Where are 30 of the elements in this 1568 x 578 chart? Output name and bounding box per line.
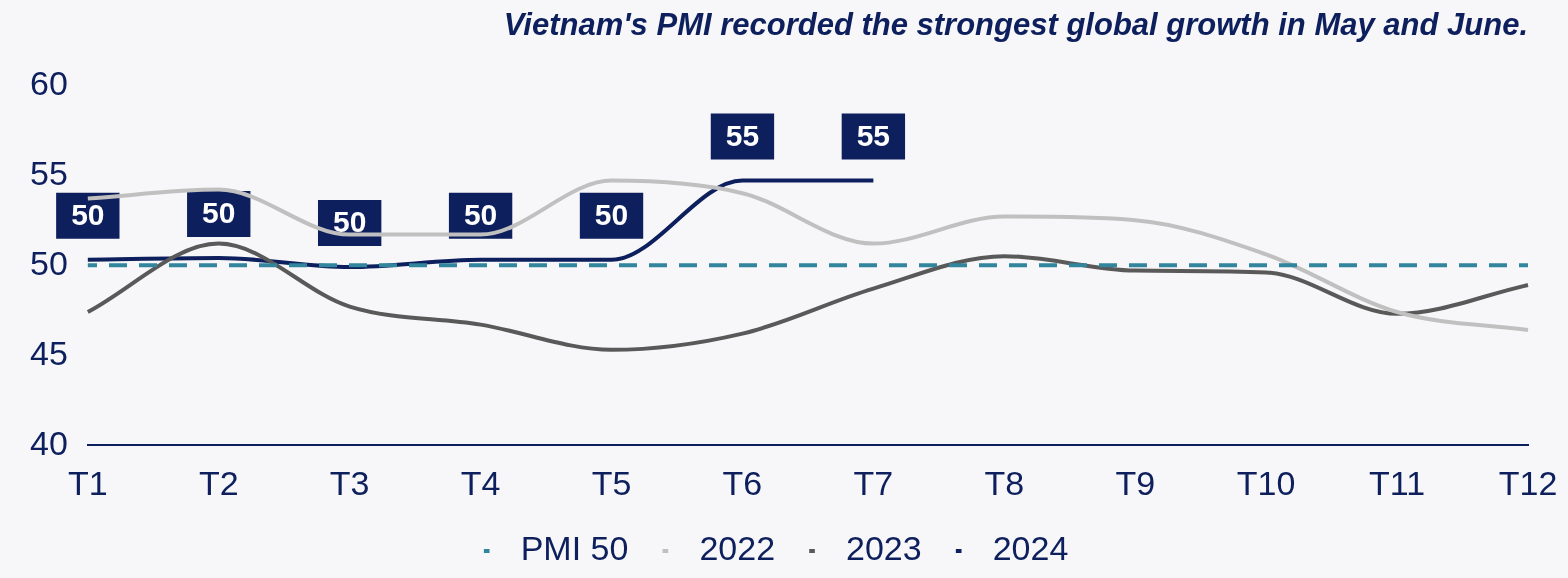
- data-label: 55: [725, 118, 760, 152]
- x-tick-label: T2: [198, 463, 239, 502]
- legend-label: 2024: [992, 529, 1069, 568]
- legend-label: 2022: [699, 529, 776, 568]
- data-label: 50: [71, 198, 105, 232]
- y-tick-label: 60: [29, 63, 68, 102]
- legend-label: 2023: [846, 529, 922, 568]
- line-series: [85, 241, 1530, 352]
- chart-title: Vietnam's PMI recorded the strongest global growth in May and June.: [503, 7, 1528, 43]
- data-label: 50: [332, 205, 367, 239]
- data-label: 50: [463, 198, 498, 232]
- data-label: 55: [856, 118, 891, 152]
- y-tick-label: 50: [29, 243, 68, 282]
- x-tick-label: T9: [1115, 463, 1156, 502]
- x-tick-label: T8: [984, 463, 1025, 502]
- data-label: 50: [594, 198, 629, 232]
- x-tick-label: T5: [591, 463, 632, 502]
- x-tick-label: T4: [460, 463, 501, 502]
- x-tick-label: T6: [722, 463, 763, 502]
- y-tick-label: 40: [29, 423, 68, 462]
- x-tick-label: T11: [1369, 463, 1426, 502]
- data-label: 50: [202, 196, 236, 230]
- x-tick-label: T7: [853, 463, 894, 502]
- x-tick-label: T1: [67, 463, 108, 502]
- y-tick-label: 55: [29, 153, 68, 192]
- x-tick-label: T3: [329, 463, 370, 502]
- x-tick-label: T12: [1498, 463, 1558, 502]
- legend-label: PMI 50: [520, 529, 629, 568]
- x-tick-label: T10: [1236, 463, 1296, 502]
- y-tick-label: 45: [29, 333, 68, 372]
